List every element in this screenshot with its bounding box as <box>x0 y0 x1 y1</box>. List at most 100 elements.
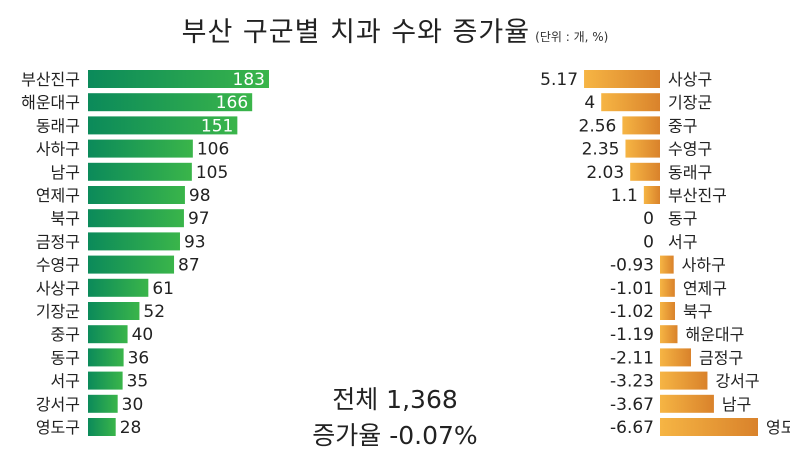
count-bar <box>88 371 123 390</box>
growth-bar <box>630 162 660 181</box>
chart-title: 부산 구군별 치과 수와 증가율 <box>181 17 531 48</box>
category-label: 동구 <box>51 348 80 367</box>
growth-value-label: 0 <box>643 232 654 252</box>
category-label: 부산진구 <box>21 70 80 89</box>
growth-value-label: 2.03 <box>586 163 624 183</box>
category-label: 수영구 <box>36 256 80 275</box>
category-label: 강서구 <box>36 395 80 414</box>
growth-category-label: 해운대구 <box>685 325 744 344</box>
growth-value-label: -6.67 <box>610 418 654 438</box>
value-label: 166 <box>216 93 248 113</box>
chart-title-block: 부산 구군별 치과 수와 증가율 (단위 : 개, %) <box>0 10 790 49</box>
value-label: 30 <box>122 395 144 415</box>
growth-category-label: 금정구 <box>699 348 743 367</box>
growth-value-label: -1.02 <box>610 302 654 322</box>
count-bar <box>88 278 149 297</box>
growth-bar <box>625 139 660 158</box>
count-bar <box>88 162 192 181</box>
category-label: 기장군 <box>36 302 80 321</box>
value-label: 151 <box>201 116 233 136</box>
count-bar <box>88 418 116 436</box>
growth-value-label: -0.93 <box>610 256 654 276</box>
value-label: 28 <box>120 418 142 438</box>
category-label: 서구 <box>51 372 80 391</box>
value-label: 106 <box>197 140 229 160</box>
growth-category-label: 중구 <box>668 116 697 135</box>
growth-bar <box>660 394 714 413</box>
growth-category-label: 기장군 <box>668 93 712 112</box>
value-label: 183 <box>233 70 265 90</box>
count-bar <box>88 232 180 251</box>
count-bar <box>88 186 185 204</box>
value-label: 97 <box>188 209 210 229</box>
count-bar <box>88 394 118 413</box>
growth-value-label: 1.1 <box>611 186 638 206</box>
growth-value-label: 5.17 <box>540 70 578 90</box>
growth-category-label: 영도구 <box>766 418 790 437</box>
growth-category-label: 연제구 <box>683 279 727 298</box>
growth-category-label: 북구 <box>683 302 712 321</box>
unit-note: (단위 : 개, %) <box>535 30 609 44</box>
growth-value-label: -3.67 <box>610 395 654 415</box>
summary-block: 전체 1,368 증가율 -0.07% <box>280 382 510 454</box>
category-label: 사하구 <box>36 140 80 159</box>
growth-bar <box>660 255 674 274</box>
value-label: 105 <box>196 163 228 183</box>
count-bar <box>88 70 269 88</box>
growth-bar <box>622 116 660 135</box>
value-label: 98 <box>189 186 211 206</box>
count-bar <box>88 116 238 135</box>
growth-category-label: 동래구 <box>668 163 712 182</box>
growth-category-label: 동구 <box>668 209 697 228</box>
value-label: 93 <box>184 232 206 252</box>
category-label: 북구 <box>51 209 80 228</box>
growth-value-label: 2.35 <box>582 140 620 160</box>
growth-value-label: -2.11 <box>610 348 654 368</box>
growth-bar <box>660 418 758 436</box>
growth-category-label: 사하구 <box>682 256 726 275</box>
value-label: 40 <box>132 325 154 345</box>
count-bar <box>88 255 175 274</box>
summary-growth: 증가율 -0.07% <box>312 421 478 450</box>
growth-category-label: 수영구 <box>668 140 712 159</box>
growth-bar <box>660 302 675 320</box>
value-label: 35 <box>127 372 149 392</box>
growth-bar <box>660 371 708 390</box>
count-bar <box>88 348 124 367</box>
growth-bar <box>660 278 675 297</box>
growth-category-label: 남구 <box>722 395 751 414</box>
growth-bar <box>660 325 678 344</box>
category-label: 연제구 <box>36 186 80 205</box>
category-label: 영도구 <box>36 418 80 437</box>
count-bar-chart: 부산진구 183 해운대구 166 동래구 151 사하구 106 남구 105 연제구 98 북구 97… <box>21 70 269 438</box>
category-label: 금정구 <box>36 232 80 251</box>
growth-bar <box>601 93 660 112</box>
value-label: 61 <box>152 279 174 299</box>
count-bar <box>88 325 128 344</box>
growth-value-label: 4 <box>584 93 595 113</box>
category-label: 남구 <box>51 163 80 182</box>
growth-value-label: 2.56 <box>579 116 617 136</box>
growth-bar-chart: 5.17 사상구 4 기장군 2.56 중구 2.35 수영구 2.03 동래구 1.1 부산진구 0 동… <box>540 70 790 438</box>
category-label: 동래구 <box>36 116 80 135</box>
value-label: 36 <box>128 348 150 368</box>
category-label: 중구 <box>51 325 80 344</box>
growth-category-label: 서구 <box>668 232 697 251</box>
category-label: 해운대구 <box>21 93 80 112</box>
summary-total: 전체 1,368 <box>332 385 458 414</box>
count-bar <box>88 302 140 320</box>
count-bar <box>88 209 184 228</box>
growth-bar <box>660 348 692 367</box>
growth-bar <box>643 186 660 204</box>
value-label: 52 <box>143 302 165 322</box>
growth-category-label: 부산진구 <box>668 186 727 205</box>
growth-bar <box>584 70 660 88</box>
value-label: 87 <box>178 256 200 276</box>
category-label: 사상구 <box>36 279 80 298</box>
count-bar <box>88 139 193 158</box>
growth-value-label: 0 <box>643 209 654 229</box>
growth-value-label: -1.19 <box>610 325 654 345</box>
growth-category-label: 강서구 <box>715 372 759 391</box>
growth-value-label: -3.23 <box>610 372 654 392</box>
